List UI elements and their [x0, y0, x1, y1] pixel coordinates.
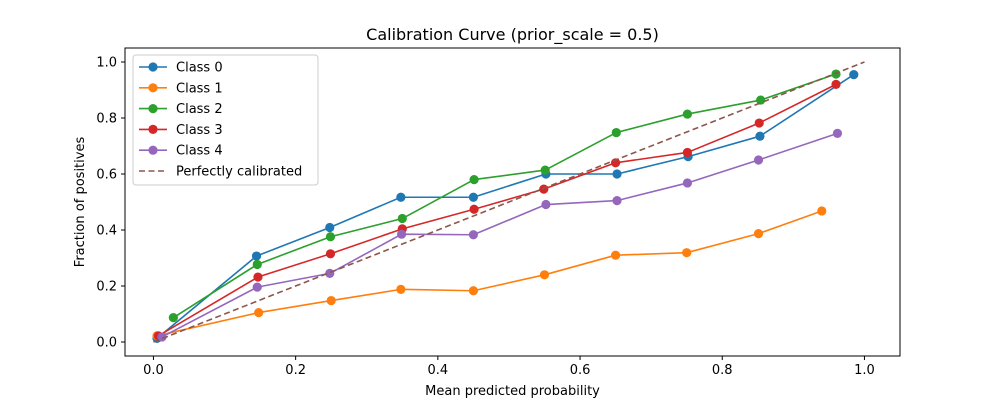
series-class-2 [168, 69, 841, 323]
x-tick-label: 0.2 [285, 363, 306, 378]
data-point-class-4 [252, 282, 262, 292]
data-point-class-4 [612, 196, 622, 206]
data-point-class-2 [682, 109, 693, 119]
data-point-class-1 [396, 284, 406, 294]
data-point-class-0 [849, 70, 859, 80]
legend-label: Perfectly calibrated [176, 165, 302, 180]
legend-item-class-1: Class 1 [139, 81, 223, 96]
legend: Class 0 Class 1 Class 2 Class 3 Class 4 Perfe… [132, 54, 319, 186]
series-perfectly-calibrated [153, 61, 865, 343]
data-point-class-4 [468, 230, 478, 240]
y-tick-label: 0.0 [96, 336, 117, 351]
series-line-class-1 [156, 210, 823, 337]
y-tick-label: 0.4 [96, 224, 117, 239]
data-point-class-1 [817, 206, 827, 216]
data-point-class-3 [469, 204, 479, 214]
data-point-class-4 [682, 178, 693, 188]
legend-marker [148, 145, 158, 155]
y-tick-label: 1.0 [96, 56, 117, 71]
legend-item-class-0: Class 0 [139, 61, 223, 76]
data-point-class-0 [325, 222, 335, 233]
data-point-class-4 [396, 229, 407, 239]
data-point-class-3 [831, 79, 841, 89]
data-point-class-3 [253, 272, 263, 282]
legend-marker [148, 104, 158, 114]
series-line-perfectly-calibrated [153, 61, 865, 343]
data-point-class-4 [753, 155, 764, 165]
legend-box [132, 54, 319, 186]
x-tick-label: 0.0 [143, 363, 164, 378]
data-point-class-0 [755, 131, 765, 141]
legend-label: Class 3 [176, 123, 223, 138]
y-axis-label: Fraction of positives [73, 137, 88, 268]
data-point-class-3 [754, 118, 764, 128]
legend-label: Class 1 [176, 81, 223, 96]
x-tick-label: 0.4 [428, 363, 449, 378]
data-point-class-2 [168, 313, 178, 323]
data-point-class-2 [325, 232, 336, 242]
data-point-class-4 [832, 128, 843, 138]
data-point-class-0 [612, 169, 622, 179]
legend-label: Class 2 [176, 102, 223, 117]
legend-marker [148, 124, 158, 134]
x-tick-label: 0.8 [712, 363, 733, 378]
x-tick-label: 0.6 [570, 363, 591, 378]
series-class-4 [157, 128, 843, 342]
data-point-class-1 [326, 295, 336, 306]
plot-frame [124, 47, 901, 357]
data-point-class-2 [252, 259, 262, 270]
series-line-class-2 [172, 73, 837, 319]
series-line-class-3 [158, 83, 837, 337]
data-point-class-2 [469, 175, 479, 185]
data-point-class-1 [254, 308, 264, 318]
data-point-class-2 [611, 127, 621, 138]
series-line-class-0 [156, 73, 855, 339]
x-tick-label: 1.0 [854, 363, 875, 378]
series-line-class-4 [161, 132, 838, 338]
data-point-class-2 [397, 213, 407, 224]
y-tick-label: 0.8 [96, 112, 117, 127]
chart-title: Calibration Curve (prior_scale = 0.5) [366, 25, 659, 45]
data-point-class-2 [756, 95, 766, 105]
data-point-class-0 [468, 192, 478, 202]
plot-marks [152, 61, 865, 343]
data-point-class-1 [682, 248, 692, 258]
legend-label: Class 4 [176, 144, 223, 159]
legend-item-class-4: Class 4 [139, 144, 223, 159]
y-axis-ticks: 0.0 0.2 0.4 0.6 0.8 1.0 [96, 56, 125, 351]
legend-label: Class 0 [176, 61, 223, 76]
y-tick-label: 0.6 [96, 168, 117, 183]
data-point-class-0 [251, 251, 262, 261]
legend-item-perfectly-calibrated: Perfectly calibrated [139, 165, 302, 180]
legend-item-class-3: Class 3 [139, 123, 223, 138]
legend-marker [148, 83, 158, 93]
data-point-class-0 [396, 192, 406, 202]
y-tick-label: 0.2 [96, 280, 117, 295]
data-point-class-2 [540, 165, 550, 175]
data-point-class-3 [325, 249, 336, 259]
data-point-class-4 [541, 199, 551, 210]
legend-item-class-2: Class 2 [139, 102, 223, 117]
series-class-3 [153, 79, 841, 341]
data-point-class-1 [539, 270, 550, 280]
data-point-class-1 [610, 250, 621, 260]
legend-marker [148, 62, 158, 72]
x-axis-label: Mean predicted probability [425, 384, 600, 399]
data-point-class-1 [753, 229, 764, 239]
data-point-class-3 [682, 147, 693, 158]
x-axis-ticks: 0.0 0.2 0.4 0.6 0.8 1.0 [143, 356, 875, 378]
data-point-class-4 [157, 332, 167, 342]
data-point-class-1 [468, 286, 478, 296]
